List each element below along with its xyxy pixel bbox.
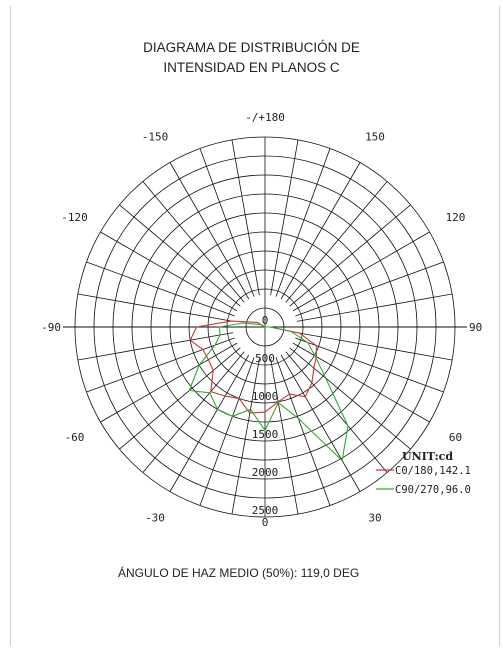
grid-spoke [142,181,245,303]
grid-spoke [280,162,361,300]
angle-label: 120 [446,211,466,224]
beam-angle-note: ÁNGULO DE HAZ MEDIO (50%): 119,0 DEG [118,566,360,580]
legend-entry: C0/180,142.1 [395,465,471,477]
grid-spoke [270,358,299,515]
grid-spoke [285,181,388,303]
radial-label-bottom-zero: 0 [262,516,269,529]
grid-spoke [199,148,255,297]
chart-title: DIAGRAMA DE DISTRIBUCIÓN DE INTENSIDAD E… [0,38,503,78]
grid-spoke [295,261,444,317]
grid-spoke [77,332,234,361]
grid-spoke [231,358,260,515]
angle-label: -60 [65,431,85,444]
polar-grid [63,136,467,518]
radial-label: 2000 [252,466,279,479]
angle-label: -30 [145,512,165,525]
radial-label: 1500 [252,428,279,441]
grid-spoke [295,337,444,393]
grid-spoke [100,342,238,423]
angle-label: 30 [368,512,381,525]
angle-label: -90 [41,321,61,334]
angle-label: -120 [61,211,88,224]
grid-spoke [199,357,255,506]
grid-spoke [142,351,245,473]
grid-spoke [119,347,241,450]
intensity-curves [188,320,349,462]
grid-spoke [100,231,238,312]
grid-spoke [119,204,241,307]
grid-spoke [169,162,250,300]
series-curve-1 [188,322,349,462]
grid-spoke [275,357,331,506]
radial-label: 500 [255,352,275,365]
angle-label: -150 [142,131,169,144]
grid-spoke [289,347,411,450]
grid-spoke [169,354,250,492]
angle-label: -/+180 [245,111,285,124]
grid-spoke [296,332,453,361]
angle-label: 90 [469,321,482,334]
grid-spoke [270,139,299,296]
radial-label: 2500 [252,504,279,517]
grid-spoke [292,231,430,312]
legend-entry: C90/270,96.0 [395,484,471,496]
unit-label: UNIT:cd [402,450,453,463]
angle-label: 60 [449,431,462,444]
chart-title-line-2: INTENSIDAD EN PLANOS C [163,60,340,75]
grid-spoke [289,204,411,307]
radial-label: 1000 [252,390,279,403]
angle-labels: -/+180 -150 150 -120 120 -90 90 -60 60 -30 30 [41,111,482,525]
page-frame [10,6,500,646]
grid-spoke [275,148,331,297]
grid-spoke [77,293,234,322]
radial-label: 0 [262,314,269,327]
legend: UNIT:cd C0/180,142.1 C90/270,96.0 [376,450,471,496]
series-curve-0 [189,320,317,414]
grid-spoke [280,354,361,492]
grid-spoke [296,293,453,322]
grid-spoke [231,139,260,296]
grid-spoke [292,342,430,423]
grid-spoke [285,351,388,473]
angle-label: 150 [365,131,385,144]
chart-title-line-1: DIAGRAMA DE DISTRIBUCIÓN DE [143,40,360,55]
grid-spoke [86,337,235,393]
grid-spoke [86,261,235,317]
